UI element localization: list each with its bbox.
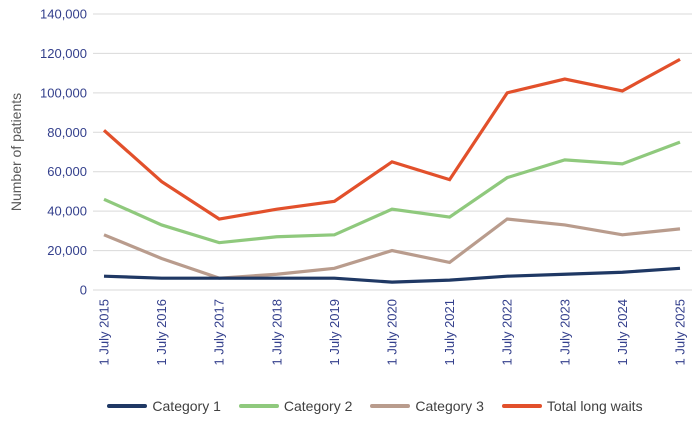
legend-swatch-category-3 [370,404,411,408]
legend-label-category-3: Category 3 [415,398,484,414]
y-tick-label: 40,000 [47,204,87,219]
x-tick-label: 1 July 2019 [327,299,342,366]
y-tick-label: 0 [80,283,87,298]
legend-swatch-category-1 [107,404,148,408]
y-tick-label: 80,000 [47,125,87,140]
series-line-category-1 [103,266,681,284]
legend-label-total-long-waits: Total long waits [546,398,643,414]
x-tick-label: 1 July 2023 [557,299,572,366]
x-tick-label: 1 July 2017 [212,299,227,366]
legend-item-total-long-waits: Total long waits [501,398,643,414]
legend-label-category-2: Category 2 [283,398,353,414]
y-tick-label: 20,000 [47,243,87,258]
x-tick-label: 1 July 2024 [615,299,630,366]
x-tick-label: 1 July 2020 [385,299,400,366]
legend-item-category-1: Category 1 [107,398,221,414]
legend-item-category-2: Category 2 [238,398,353,414]
legend-item-category-3: Category 3 [370,398,484,414]
x-tick-label: 1 July 2025 [673,299,688,366]
y-tick-label: 140,000 [40,7,87,22]
y-tick-label: 60,000 [47,164,87,179]
series-line-category-2 [103,140,681,245]
series-line-total-long-waits [102,57,681,221]
chart-legend: Category 1 Category 2 Category 3 Total long… [0,393,700,419]
x-tick-label: 1 July 2022 [500,299,515,366]
series-line-category-3 [103,217,681,280]
legend-swatch-category-2 [238,404,279,408]
legend-swatch-total-long-waits [501,404,542,408]
legend-label-category-1: Category 1 [152,398,221,414]
y-tick-label: 100,000 [40,85,87,100]
x-tick-label: 1 July 2018 [269,299,284,366]
x-tick-label: 1 July 2021 [442,299,457,366]
y-axis-title: Number of patients [8,93,24,211]
x-tick-label: 1 July 2015 [97,299,112,366]
x-tick-label: 1 July 2016 [154,299,169,366]
y-tick-label: 120,000 [40,46,87,61]
